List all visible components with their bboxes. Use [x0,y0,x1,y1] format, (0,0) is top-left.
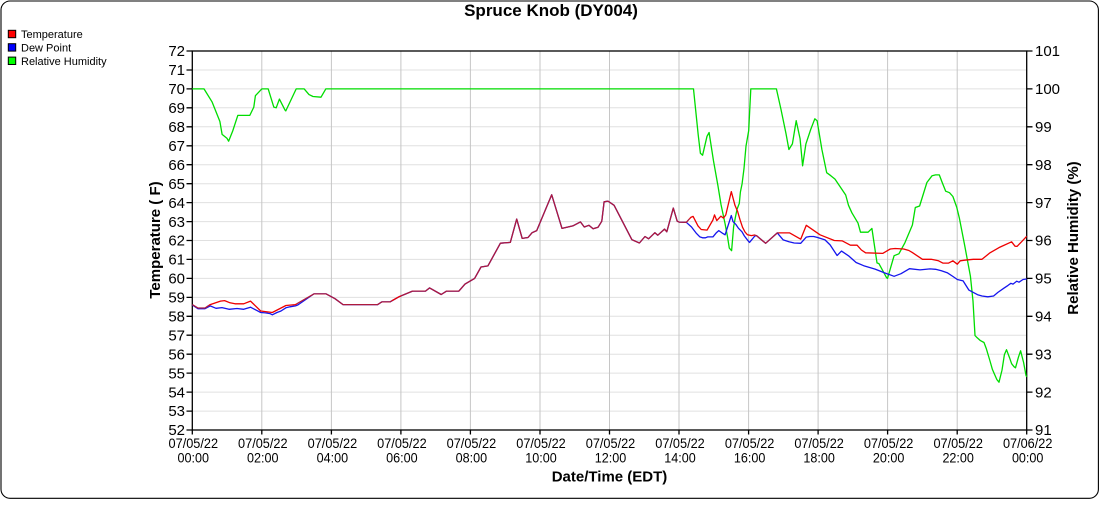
svg-text:60: 60 [168,271,185,288]
svg-text:16:00: 16:00 [734,450,766,466]
svg-text:00:00: 00:00 [1012,450,1044,466]
svg-text:02:00: 02:00 [247,450,279,466]
svg-text:18:00: 18:00 [803,450,835,466]
svg-text:58: 58 [168,309,185,326]
svg-text:07/05/22: 07/05/22 [864,435,914,451]
svg-text:07/05/22: 07/05/22 [377,435,427,451]
svg-text:12:00: 12:00 [595,450,627,466]
svg-text:07/05/22: 07/05/22 [169,435,219,451]
svg-text:07/05/22: 07/05/22 [655,435,705,451]
svg-text:53: 53 [168,403,185,420]
svg-text:Relative Humidity (%): Relative Humidity (%) [1065,161,1082,314]
svg-text:97: 97 [1035,195,1052,212]
svg-text:08:00: 08:00 [456,450,488,466]
svg-text:91: 91 [1035,422,1052,439]
svg-text:Temperature: Temperature [21,29,83,41]
svg-text:92: 92 [1035,384,1052,401]
svg-text:07/05/22: 07/05/22 [238,435,288,451]
svg-text:04:00: 04:00 [317,450,349,466]
svg-text:101: 101 [1035,43,1060,60]
svg-text:65: 65 [168,176,185,193]
svg-text:54: 54 [168,384,185,401]
svg-text:07/05/22: 07/05/22 [447,435,497,451]
svg-text:63: 63 [168,214,185,231]
svg-text:99: 99 [1035,119,1052,136]
svg-text:20:00: 20:00 [873,450,905,466]
svg-text:64: 64 [168,195,185,212]
svg-text:14:00: 14:00 [664,450,696,466]
svg-text:72: 72 [168,43,185,60]
svg-text:00:00: 00:00 [178,450,210,466]
svg-text:66: 66 [168,157,185,174]
svg-text:Date/Time (EDT): Date/Time (EDT) [552,469,668,486]
svg-text:Dew Point: Dew Point [21,43,71,55]
svg-text:59: 59 [168,290,185,307]
svg-text:Temperature ( F): Temperature ( F) [147,181,164,298]
svg-text:Spruce Knob (DY004): Spruce Knob (DY004) [464,1,638,20]
svg-text:100: 100 [1035,81,1060,98]
svg-text:07/05/22: 07/05/22 [933,435,983,451]
svg-text:07/06/22: 07/06/22 [1003,435,1053,451]
svg-text:55: 55 [168,365,185,382]
svg-text:57: 57 [168,327,185,344]
svg-text:62: 62 [168,233,185,250]
svg-text:94: 94 [1035,309,1052,326]
svg-text:69: 69 [168,100,185,117]
svg-text:22:00: 22:00 [942,450,974,466]
svg-text:07/05/22: 07/05/22 [725,435,775,451]
svg-text:68: 68 [168,119,185,136]
svg-text:95: 95 [1035,271,1052,288]
svg-text:70: 70 [168,81,185,98]
svg-text:10:00: 10:00 [525,450,557,466]
svg-text:52: 52 [168,422,185,439]
svg-text:56: 56 [168,346,185,363]
svg-text:71: 71 [168,62,185,79]
svg-text:07/05/22: 07/05/22 [516,435,566,451]
svg-text:06:00: 06:00 [386,450,418,466]
svg-text:07/05/22: 07/05/22 [794,435,844,451]
svg-text:98: 98 [1035,157,1052,174]
svg-text:96: 96 [1035,233,1052,250]
svg-text:07/05/22: 07/05/22 [586,435,636,451]
svg-text:93: 93 [1035,346,1052,363]
svg-text:67: 67 [168,138,185,155]
svg-text:07/05/22: 07/05/22 [308,435,358,451]
svg-text:Relative Humidity: Relative Humidity [21,56,107,68]
svg-text:61: 61 [168,252,185,269]
